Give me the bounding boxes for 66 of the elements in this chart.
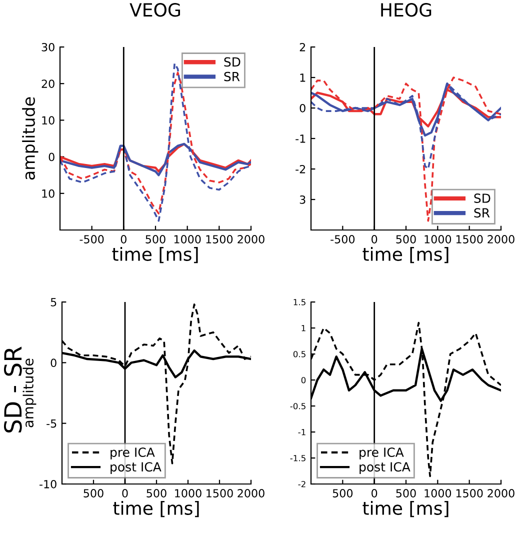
y-tick-label: -2 xyxy=(296,164,306,174)
x-tick-label: 1000 xyxy=(174,235,201,244)
legend-label: post ICA xyxy=(110,462,162,474)
y-tick-label: 10 xyxy=(42,116,54,125)
y-tick-label: 3 xyxy=(300,195,306,204)
y-tick-label: 1.5 xyxy=(294,299,306,306)
x-tick-label: 0 xyxy=(372,489,378,498)
x-tick-label: 1000 xyxy=(424,235,452,244)
x-tick-label: 1500 xyxy=(206,489,233,498)
y-tick-label: -10 xyxy=(40,480,56,488)
y-tick-label: 2 xyxy=(300,42,306,52)
legend-label: pre ICA xyxy=(360,448,404,460)
x-tick-label: 500 xyxy=(332,489,353,498)
x-tick-label: 1000 xyxy=(175,489,202,498)
y-tick-label: 5 xyxy=(50,298,56,306)
line-series xyxy=(311,76,501,222)
x-tick-label: 2000 xyxy=(238,235,264,244)
y-tick-label: 10 xyxy=(42,189,54,198)
y-tick-label: 0 xyxy=(48,152,54,162)
x-tick-label: 0 xyxy=(372,235,378,244)
x-tick-label: 1500 xyxy=(456,489,483,498)
legend-label: SR xyxy=(474,208,490,218)
y-tick-label: -1.5 xyxy=(290,455,306,462)
y-tick-label: 0 xyxy=(300,104,306,112)
y-tick-label: -1 xyxy=(298,429,306,436)
text: SD - SR xyxy=(4,346,22,432)
x-axis-title: time [ms] xyxy=(362,501,448,518)
y-axis-title: amplitude xyxy=(22,97,38,180)
y-tick-label: 1 xyxy=(302,325,306,332)
y-tick-label: 0 xyxy=(50,358,56,368)
legend-label: SD xyxy=(224,57,240,67)
x-tick-label: 500 xyxy=(84,489,104,498)
legend-label: pre ICA xyxy=(110,448,155,460)
y-tick-label: -5 xyxy=(46,419,56,428)
y-tick-label: -0.5 xyxy=(290,402,306,410)
x-tick-label: 500 xyxy=(396,489,416,498)
y-tick-label: 1 xyxy=(300,74,306,82)
y-tick-label: 0 xyxy=(301,376,306,384)
y-tick-label: 20 xyxy=(42,80,54,88)
legend-label: post ICA xyxy=(360,462,410,474)
y-tick-label: -2 xyxy=(298,480,306,488)
x-tick-label: 0 xyxy=(120,235,126,244)
x-tick-label: 1500 xyxy=(206,235,233,244)
x-tick-label: 0 xyxy=(122,489,128,498)
x-tick-label: 2000 xyxy=(238,489,264,498)
x-axis-title: time [ms] xyxy=(112,247,198,264)
x-axis-title: time [ms] xyxy=(113,501,199,518)
y-tick-label: -1 xyxy=(296,134,306,143)
line-series xyxy=(311,82,501,170)
x-tick-label: 2000 xyxy=(488,489,514,498)
x-tick-label: -500 xyxy=(80,235,104,244)
chart-title: HEOG xyxy=(381,3,432,17)
y-tick-label: 0.5 xyxy=(293,350,306,358)
chart-title: VEOG xyxy=(130,3,180,17)
y-tick-label: 30 xyxy=(42,42,54,52)
x-tick-label: 500 xyxy=(146,235,166,244)
x-tick-label: 1500 xyxy=(456,235,483,244)
legend-label: SR xyxy=(224,72,240,82)
y-axis-title: amplitude xyxy=(22,358,36,428)
legend-label: SD xyxy=(474,194,490,203)
x-tick-label: 2000 xyxy=(488,235,514,244)
x-tick-label: -500 xyxy=(330,235,355,244)
x-tick-label: 500 xyxy=(146,489,166,498)
x-tick-label: 500 xyxy=(396,235,416,244)
x-tick-label: 1000 xyxy=(424,489,452,498)
x-axis-title: time [ms] xyxy=(362,247,448,264)
